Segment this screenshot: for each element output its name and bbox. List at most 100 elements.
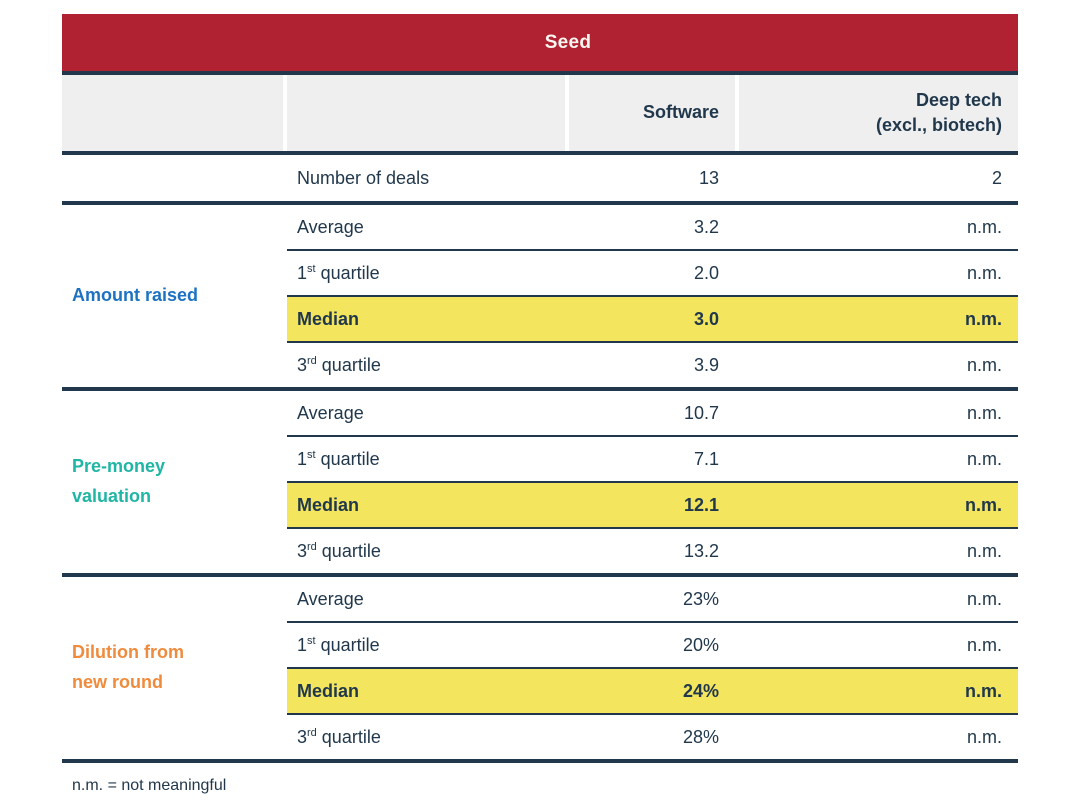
deep-tech-value: n.m. — [966, 588, 1002, 609]
software-value: 2.0 — [693, 262, 719, 283]
group-label-dilution-from-new-round: Dilution from new round — [72, 642, 184, 692]
deep-tech-value: n.m. — [966, 634, 1002, 655]
header-cell-group — [62, 75, 283, 151]
number-of-deals-row: Number of deals 13 2 — [62, 155, 1018, 201]
row-separator — [287, 621, 1018, 623]
group-amount-raised: Amount raised Average 3.2 n.m. 1st quart… — [62, 205, 1018, 387]
table-row: 3rd quartile 13.2 n.m. — [287, 529, 1018, 573]
divider-bottom — [62, 759, 1018, 763]
metric-label-rest: quartile — [316, 354, 381, 375]
header-cell-software: Software — [569, 75, 735, 151]
metric-label-rest: quartile — [315, 634, 380, 655]
row-separator — [287, 667, 1018, 669]
metric-label-text: Average — [297, 216, 364, 237]
metric-label-text: Median — [297, 494, 360, 515]
metric-label-rest: quartile — [316, 540, 381, 561]
software-value: 23% — [682, 588, 719, 609]
software-value: 3.2 — [693, 216, 719, 237]
table-row: 1st quartile 7.1 n.m. — [287, 437, 1018, 481]
empty-group-cell — [62, 155, 287, 201]
software-value: 28% — [682, 726, 719, 747]
deep-tech-value: n.m. — [964, 308, 1002, 329]
software-value: 7.1 — [693, 448, 719, 469]
row-separator — [287, 341, 1018, 343]
metric-label-text: Median — [297, 308, 360, 329]
metric-label-text: 3 — [297, 726, 308, 747]
metric-label: 1st quartile — [287, 263, 569, 284]
group-pre-money-valuation: Pre-money valuation Average 10.7 n.m. 1s… — [62, 391, 1018, 573]
metric-label: 3rd quartile — [287, 541, 569, 562]
software-value: 3.9 — [693, 354, 719, 375]
header-cell-deep-tech: Deep tech (excl., biotech) — [739, 75, 1018, 151]
software-value: 20% — [682, 634, 719, 655]
table-title: Seed — [544, 31, 592, 53]
metric-label-text: 1 — [297, 448, 308, 469]
metric-label: Average — [287, 589, 569, 610]
table-row: 3rd quartile 28% n.m. — [287, 715, 1018, 759]
divider-section-1 — [62, 201, 1018, 205]
table-row-median-highlighted: Median 12.1 n.m. — [287, 483, 1018, 527]
metric-label-text: Average — [297, 402, 364, 423]
metric-label-text: 1 — [297, 262, 308, 283]
table-row-median-highlighted: Median 24% n.m. — [287, 669, 1018, 713]
metric-label: 1st quartile — [287, 635, 569, 656]
deep-tech-value: n.m. — [966, 402, 1002, 423]
software-value: 12.1 — [683, 494, 719, 515]
footnote: n.m. = not meaningful — [72, 777, 227, 794]
metric-label-text: 1 — [297, 634, 308, 655]
group-rows: Average 10.7 n.m. 1st quartile 7.1 n.m. … — [287, 391, 1018, 573]
divider-under-header — [62, 151, 1018, 155]
deep-tech-value: n.m. — [966, 448, 1002, 469]
software-value: 10.7 — [683, 402, 719, 423]
divider-section-3 — [62, 573, 1018, 577]
ordinal-suffix: st — [307, 634, 316, 647]
table-row: Average 10.7 n.m. — [287, 391, 1018, 435]
deep-tech-value: n.m. — [966, 262, 1002, 283]
metric-label: Median — [287, 681, 569, 702]
metric-label-rest: quartile — [315, 262, 380, 283]
metric-label: Average — [287, 217, 569, 238]
table-row-median-highlighted: Median 3.0 n.m. — [287, 297, 1018, 341]
software-value: 3.0 — [693, 308, 719, 329]
table-row: 3rd quartile 3.9 n.m. — [287, 343, 1018, 387]
software-value: 13.2 — [683, 540, 719, 561]
metric-label: Average — [287, 403, 569, 424]
metric-label: 1st quartile — [287, 449, 569, 470]
metric-label: 3rd quartile — [287, 355, 569, 376]
row-separator — [287, 295, 1018, 297]
header-cell-metric — [287, 75, 565, 151]
ordinal-suffix: rd — [307, 540, 317, 553]
table-title-bar: Seed — [62, 14, 1018, 71]
deep-tech-value: n.m. — [964, 494, 1002, 515]
row-separator — [287, 481, 1018, 483]
table-row: Average 23% n.m. — [287, 577, 1018, 621]
group-label-amount-raised: Amount raised — [72, 285, 199, 306]
row-separator — [287, 713, 1018, 715]
metric-label-text: 3 — [297, 540, 308, 561]
deals-label: Number of deals — [297, 167, 430, 188]
seed-stats-table: Seed Software Deep tech (excl., biotech)… — [62, 14, 1018, 763]
group-rows: Average 3.2 n.m. 1st quartile 2.0 n.m. M… — [287, 205, 1018, 387]
deals-software-value: 13 — [698, 167, 719, 188]
deep-tech-value: n.m. — [966, 726, 1002, 747]
software-value: 24% — [682, 680, 719, 701]
table-row: 1st quartile 20% n.m. — [287, 623, 1018, 667]
metric-label: Median — [287, 495, 569, 516]
group-label-pre-money-valuation: Pre-money valuation — [72, 456, 166, 506]
deep-tech-value: n.m. — [964, 680, 1002, 701]
group-rows: Average 23% n.m. 1st quartile 20% n.m. M… — [287, 577, 1018, 759]
metric-label-text: Average — [297, 588, 364, 609]
deep-tech-value: n.m. — [966, 216, 1002, 237]
metric-label-rest: quartile — [316, 726, 381, 747]
row-separator — [287, 435, 1018, 437]
ordinal-suffix: st — [307, 262, 316, 275]
metric-label-text: 3 — [297, 354, 308, 375]
deep-tech-value: n.m. — [966, 540, 1002, 561]
column-header-row: Software Deep tech (excl., biotech) — [62, 75, 1018, 151]
ordinal-suffix: rd — [307, 354, 317, 367]
row-separator — [287, 249, 1018, 251]
table-row: Average 3.2 n.m. — [287, 205, 1018, 249]
row-separator — [287, 527, 1018, 529]
group-dilution-from-new-round: Dilution from new round Average 23% n.m.… — [62, 577, 1018, 759]
ordinal-suffix: st — [307, 448, 316, 461]
